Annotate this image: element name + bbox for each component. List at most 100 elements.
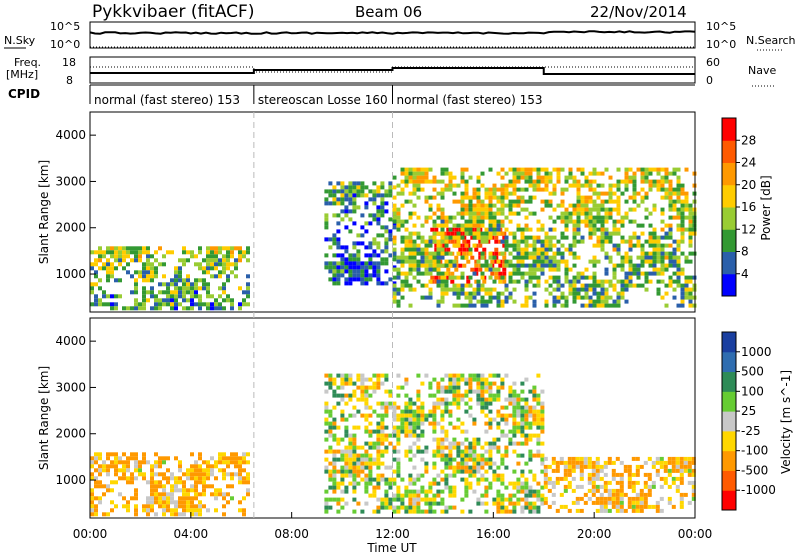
heatmap-cell [364,453,369,458]
heatmap-cell [579,472,584,477]
velocity-cells [90,373,696,517]
heatmap-cell [118,294,122,299]
heatmap-cell [524,401,529,406]
heatmap-cell [388,401,393,406]
heatmap-cell [332,377,337,382]
heatmap-cell [412,223,417,228]
heatmap-cell [567,460,572,465]
heatmap-cell [242,452,246,457]
heatmap-cell [380,433,385,438]
heatmap-cell [404,219,409,224]
heatmap-cell [504,505,509,510]
heatmap-cell [440,437,445,442]
heatmap-cell [504,227,509,232]
heatmap-cell [484,211,489,216]
heatmap-cell [206,294,210,299]
heatmap-cell [110,488,114,493]
heatmap-cell [344,425,349,430]
heatmap-cell [198,472,202,477]
heatmap-cell [368,241,373,246]
heatmap-cell [420,255,425,260]
heatmap-cell [616,251,621,256]
heatmap-cell [340,245,345,250]
heatmap-cell [555,460,560,465]
heatmap-cell [579,468,584,473]
heatmap-cell [492,183,497,188]
heatmap-cell [544,183,549,188]
heatmap-cell [643,480,648,485]
heatmap-cell [608,187,613,192]
heatmap-cell [162,456,166,461]
heatmap-cell [524,477,529,482]
heatmap-cell [90,504,94,509]
heatmap-cell [484,509,489,514]
heatmap-cell [460,509,465,514]
heatmap-cell [498,271,503,276]
heatmap-cell [476,215,481,220]
heatmap-cell [206,254,210,259]
heatmap-cell [428,481,433,486]
heatmap-cell [106,302,110,307]
heatmap-cell [146,504,150,509]
heatmap-cell [532,501,537,506]
heatmap-cell [352,425,357,430]
heatmap-cell [572,283,577,288]
heatmap-cell [672,247,677,252]
heatmap-cell [679,492,684,497]
heatmap-cell [158,504,162,509]
heatmap-cell [174,294,178,299]
heatmap-cell [632,171,637,176]
heatmap-cell [214,254,218,259]
heatmap-cell [90,250,94,255]
heatmap-cell [202,278,206,283]
heatmap-cell [556,259,561,264]
heatmap-cell [667,468,672,473]
heatmap-cell [368,461,373,466]
heatmap-cell [528,279,533,284]
heatmap-cell [462,231,467,236]
heatmap-cell [106,512,110,517]
heatmap-cell [500,175,505,180]
heatmap-cell [440,441,445,446]
heatmap-cell [372,273,377,278]
heatmap-cell [568,203,573,208]
heatmap-cell [400,191,405,196]
heatmap-cell [624,187,629,192]
heatmap-cell [516,279,521,284]
heatmap-cell [604,227,609,232]
heatmap-cell [420,449,425,454]
heatmap-cell [547,480,552,485]
heatmap-cell [356,373,361,378]
heatmap-cell [504,453,509,458]
heatmap-cell [344,465,349,470]
heatmap-cell [544,255,549,260]
heatmap-cell [452,175,457,180]
heatmap-cell [524,179,529,184]
heatmap-cell [376,273,381,278]
heatmap-cell [480,283,485,288]
heatmap-cell [178,294,182,299]
heatmap-cell [246,492,250,497]
heatmap-cell [102,262,106,267]
heatmap-cell [595,500,600,505]
heatmap-cell [476,501,481,506]
heatmap-cell [472,195,477,200]
heatmap-cell [190,476,194,481]
heatmap-cell [404,183,409,188]
heatmap-cell [324,489,329,494]
heatmap-cell [364,389,369,394]
heatmap-cell [476,377,481,382]
heatmap-cell [380,425,385,430]
heatmap-cell [492,267,497,272]
heatmap-cell [632,219,637,224]
heatmap-cell [404,393,409,398]
heatmap-cell [592,215,597,220]
heatmap-cell [332,473,337,478]
heatmap-cell [596,195,601,200]
heatmap-cell [560,187,565,192]
heatmap-cell [324,497,329,502]
heatmap-cell [571,500,576,505]
heatmap-cell [356,457,361,462]
heatmap-cell [508,413,513,418]
heatmap-cell [226,500,230,505]
